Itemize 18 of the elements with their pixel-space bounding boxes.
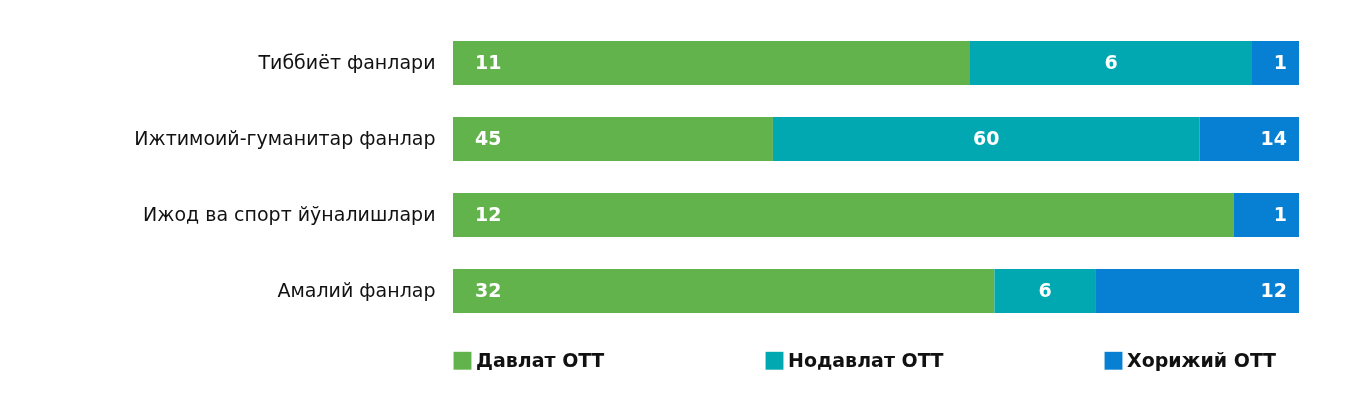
data-label: 14 bbox=[1260, 127, 1287, 149]
data-label: 1 bbox=[1273, 51, 1287, 73]
data-label: 32 bbox=[475, 279, 502, 301]
legend-label: Давлат ОТТ bbox=[476, 348, 605, 371]
data-label: 12 bbox=[475, 203, 502, 225]
legend-label: Нодавлат ОТТ bbox=[788, 348, 944, 371]
y-tick-label: Тиббиёт фанлари bbox=[257, 51, 436, 73]
data-label: 11 bbox=[475, 51, 502, 73]
data-label: 1 bbox=[1273, 203, 1287, 225]
data-label: 60 bbox=[972, 127, 1000, 149]
data-label: 45 bbox=[475, 127, 502, 149]
data-label: 12 bbox=[1260, 279, 1287, 301]
y-tick-label: Амалий фанлар bbox=[277, 279, 436, 301]
data-label: 6 bbox=[1038, 279, 1052, 301]
data-label: 6 bbox=[1104, 51, 1118, 73]
y-tick-label: Ижод ва спорт йўналишлари bbox=[143, 203, 436, 225]
legend-label: Хорижий ОТТ bbox=[1127, 348, 1276, 371]
y-tick-label: Ижтимоий-гуманитар фанлар bbox=[134, 127, 436, 149]
